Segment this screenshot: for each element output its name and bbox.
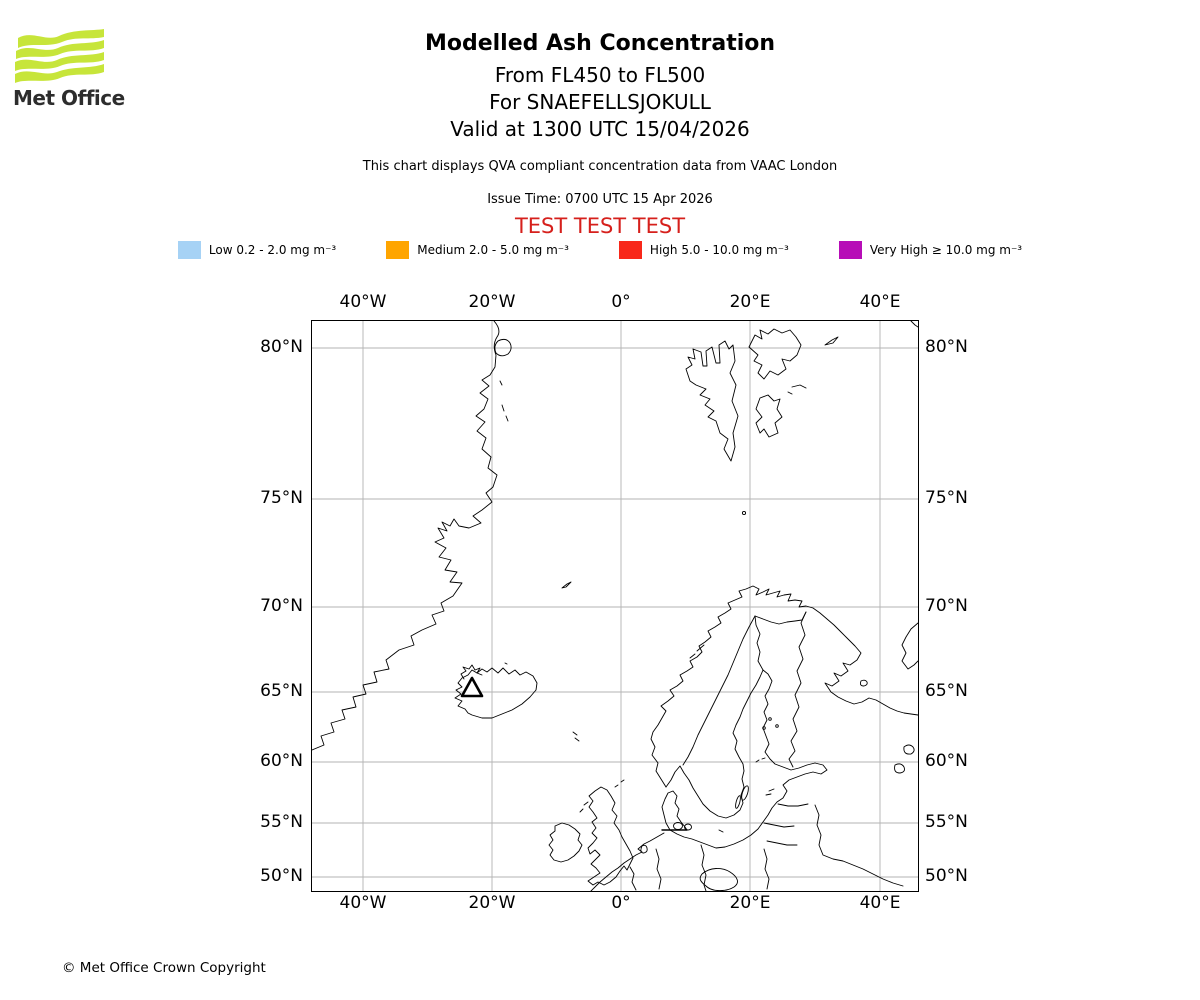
page-title: Modelled Ash Concentration [424, 31, 776, 56]
lon-label-top-0: 0° [611, 292, 631, 312]
lat-label-right-50n: 50°N [925, 866, 968, 886]
lon-label-bottom-40w: 40°W [339, 893, 387, 913]
lon-label-top-20w: 20°W [468, 292, 516, 312]
lon-label-bottom-20e: 20°E [729, 893, 771, 913]
volcano-subtitle: For SNAEFELLSJOKULL [489, 90, 711, 114]
lon-label-bottom-0: 0° [611, 893, 631, 913]
low-label: Low 0.2 - 2.0 mg m⁻³ [208, 243, 337, 257]
flight-level-subtitle: From FL450 to FL500 [494, 63, 706, 87]
low-swatch [177, 241, 201, 259]
legend-item-medium: Medium 2.0 - 5.0 mg m⁻³ [386, 241, 569, 259]
concentration-legend: Low 0.2 - 2.0 mg m⁻³ Medium 2.0 - 5.0 mg… [0, 241, 1200, 259]
met-office-logo [15, 29, 104, 83]
volcano-marker [460, 676, 484, 698]
lat-label-left-60n: 60°N [260, 751, 303, 771]
valid-time-subtitle: Valid at 1300 UTC 15/04/2026 [450, 117, 750, 141]
lat-label-left-50n: 50°N [260, 866, 303, 886]
copyright-notice: © Met Office Crown Copyright [62, 960, 266, 976]
lat-label-left-80n: 80°N [260, 337, 303, 357]
graticule-grid [312, 321, 918, 891]
lon-label-top-20e: 20°E [729, 292, 771, 312]
lon-label-top-40w: 40°W [339, 292, 387, 312]
lat-label-right-55n: 55°N [925, 812, 968, 832]
medium-swatch [386, 241, 410, 259]
lon-label-bottom-40e: 40°E [859, 893, 901, 913]
medium-label: Medium 2.0 - 5.0 mg m⁻³ [417, 243, 569, 257]
lat-label-right-75n: 75°N [925, 488, 968, 508]
coastlines [312, 321, 918, 891]
test-banner: TEST TEST TEST [514, 214, 686, 238]
logo-waves-icon [15, 29, 104, 83]
lat-label-left-65n: 65°N [260, 681, 303, 701]
lon-label-bottom-20w: 20°W [468, 893, 516, 913]
high-label: High 5.0 - 10.0 mg m⁻³ [649, 243, 789, 257]
met-office-logo-text: Met Office [13, 86, 125, 110]
legend-item-high: High 5.0 - 10.0 mg m⁻³ [618, 241, 789, 259]
very-high-swatch [838, 241, 862, 259]
lat-label-left-55n: 55°N [260, 812, 303, 832]
issue-time: Issue Time: 0700 UTC 15 Apr 2026 [487, 192, 713, 207]
high-swatch [618, 241, 642, 259]
lat-label-right-80n: 80°N [925, 337, 968, 357]
lat-label-right-60n: 60°N [925, 751, 968, 771]
lat-label-right-65n: 65°N [925, 681, 968, 701]
lat-label-left-70n: 70°N [260, 596, 303, 616]
lat-label-right-70n: 70°N [925, 596, 968, 616]
qva-note: This chart displays QVA compliant concen… [362, 159, 838, 174]
legend-item-very-high: Very High ≥ 10.0 mg m⁻³ [838, 241, 1023, 259]
map-plot-area [311, 320, 919, 892]
lon-label-top-40e: 40°E [859, 292, 901, 312]
lat-label-left-75n: 75°N [260, 488, 303, 508]
legend-item-low: Low 0.2 - 2.0 mg m⁻³ [177, 241, 337, 259]
coastline-map [312, 321, 918, 891]
very-high-label: Very High ≥ 10.0 mg m⁻³ [869, 243, 1023, 257]
